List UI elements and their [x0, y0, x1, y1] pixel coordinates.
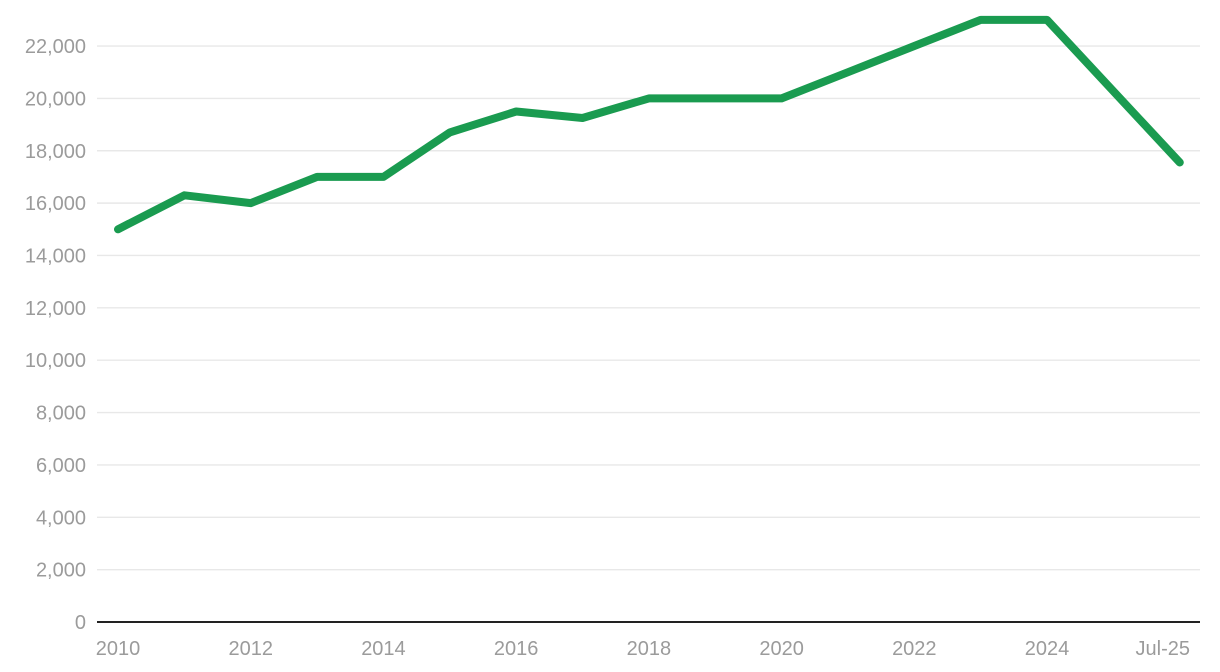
x-axis-labels-group: 2010 2012 2014 2016 2018 2020 2022 2024 Jul-25 [96, 638, 1190, 660]
x-tick-label: 2016 [494, 638, 539, 660]
y-tick-label: 4,000 [36, 507, 86, 529]
y-tick-label: 16,000 [25, 193, 86, 215]
y-tick-label: 0 [75, 612, 86, 634]
y-tick-label: 20,000 [25, 88, 86, 110]
x-tick-label: 2012 [228, 638, 273, 660]
x-tick-label: Jul-25 [1136, 638, 1190, 660]
y-tick-label: 12,000 [25, 298, 86, 320]
y-tick-label: 22,000 [25, 36, 86, 58]
x-tick-label: 2010 [96, 638, 141, 660]
y-tick-label: 8,000 [36, 403, 86, 425]
x-tick-label: 2020 [759, 638, 804, 660]
data-series-group [114, 15, 1184, 234]
y-tick-label: 6,000 [36, 455, 86, 477]
x-tick-label: 2024 [1025, 638, 1070, 660]
y-tick-label: 2,000 [36, 560, 86, 582]
y-tick-label: 14,000 [25, 245, 86, 267]
y-axis-labels-group: 0 2,000 4,000 6,000 8,000 10,000 12,000 14,000 1… [25, 36, 86, 634]
y-tick-label: 10,000 [25, 350, 86, 372]
x-tick-label: 2018 [627, 638, 672, 660]
x-tick-label: 2014 [361, 638, 406, 660]
gridlines-group [97, 45, 1200, 571]
y-tick-label: 18,000 [25, 141, 86, 163]
x-tick-label: 2022 [892, 638, 937, 660]
data-line [114, 15, 1184, 234]
